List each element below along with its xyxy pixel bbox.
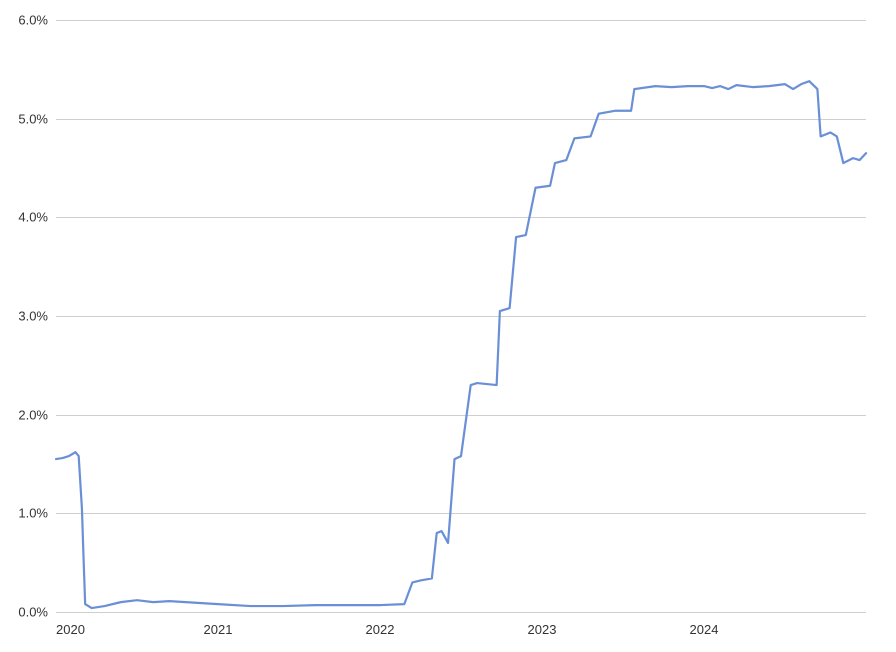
x-tick-label: 2020	[56, 622, 85, 637]
y-tick-label: 0.0%	[18, 605, 48, 620]
rate-series-line	[56, 81, 866, 608]
x-tick-label: 2024	[690, 622, 719, 637]
y-tick-label: 1.0%	[18, 506, 48, 521]
rate-chart: 0.0% 1.0% 2.0% 3.0% 4.0% 5.0% 6.0% 2020 2021 2022…	[0, 0, 896, 652]
x-tick-label: 2022	[366, 622, 395, 637]
y-tick-label: 6.0%	[18, 13, 48, 28]
y-tick-label: 4.0%	[18, 210, 48, 225]
x-tick-label: 2021	[204, 622, 233, 637]
y-tick-label: 5.0%	[18, 112, 48, 127]
chart-svg: 0.0% 1.0% 2.0% 3.0% 4.0% 5.0% 6.0% 2020 2021 2022…	[0, 0, 896, 652]
x-tick-label: 2023	[528, 622, 557, 637]
y-tick-label: 2.0%	[18, 408, 48, 423]
y-tick-label: 3.0%	[18, 309, 48, 324]
